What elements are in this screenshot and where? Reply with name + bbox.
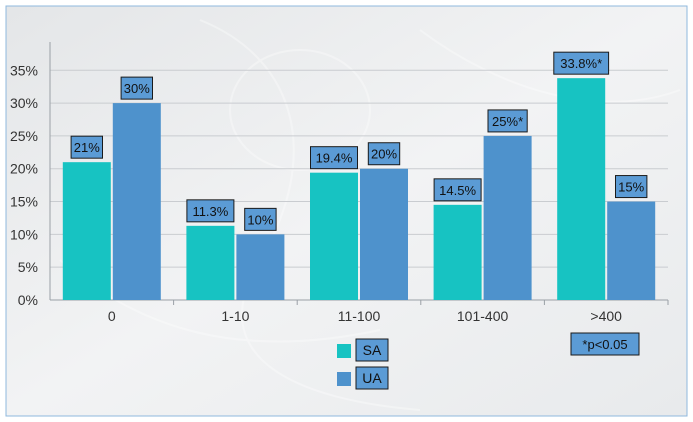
y-tick-label: 20% [10,161,38,177]
x-tick-label: >400 [590,308,622,324]
data-label: 20% [367,142,401,166]
bars [62,78,656,301]
legend-label: SA [363,342,382,358]
data-label-box [487,109,528,133]
data-label-text: 11.3% [192,204,228,219]
data-label-text: 19.4% [316,151,353,166]
bar-ua [360,168,408,300]
x-tick-labels: 0 1-10 11-100 101-400 >400 [108,308,622,324]
bar-sa [557,78,606,301]
legend-label-box [355,338,389,362]
legend-label: UA [362,370,382,386]
data-label-text: 14.5% [439,183,476,198]
x-tick-label: 11-100 [338,308,381,324]
legend: SA UA [337,338,389,390]
data-label-box [433,178,482,202]
y-tick-label: 5% [18,259,38,275]
y-tick-labels: 0% 5% 10% 15% 20% 25% 30% 35% [10,62,38,308]
y-tick-label: 35% [10,62,38,78]
data-label-text: 20% [371,147,397,162]
data-label-text: 10% [247,212,273,227]
data-label: 21% [70,135,103,159]
y-tick-label: 10% [10,226,38,242]
legend-entry: SA [337,338,389,362]
data-label-text: 21% [74,140,100,155]
bar-ua [483,135,532,300]
data-label-text: 15% [618,180,644,195]
data-label-box [120,76,153,100]
data-label-box [367,142,401,166]
data-label-box [186,199,235,223]
legend-swatch [337,344,351,358]
data-label: 10% [244,207,277,231]
x-tick-label: 0 [108,308,116,324]
bar-sa [310,172,358,300]
bar-sa [62,162,111,300]
data-label-box [244,207,277,231]
data-label: 15% [615,175,648,199]
x-tick-label: 101-400 [457,308,509,324]
significance-note-box [570,332,640,356]
data-label-text: 25%* [492,114,523,129]
y-tick-label: 30% [10,95,38,111]
data-label-box [615,175,648,199]
data-label-box [70,135,103,159]
bar-ua [607,201,656,300]
data-label: 30% [120,76,153,100]
data-label-text: 33.8%* [560,56,602,71]
data-label: 25%* [487,109,528,133]
y-tick-label: 0% [18,292,38,308]
x-tick-label: 1-10 [221,308,249,324]
bar-ua [112,103,161,300]
legend-entry: UA [337,366,389,390]
chart-frame [5,5,688,417]
significance-note: *p<0.05 [570,332,640,356]
data-label: 11.3% [186,199,235,223]
bar-sa [186,225,235,300]
data-labels: 21% 30% 11.3% 10% 19.4% 20% 14.5% 25%* 33.8%* 15% [70,51,648,231]
y-tick-label: 25% [10,128,38,144]
significance-note-text: *p<0.05 [582,337,627,352]
data-label: 19.4% [310,146,358,170]
bar-sa [433,204,482,300]
annotation: *p<0.05 [570,332,640,356]
data-label-box [310,146,358,170]
bar-ua [236,234,285,300]
data-label: 33.8%* [553,51,610,75]
legend-swatch [337,372,351,386]
data-label-text: 30% [124,81,150,96]
data-label-box [553,51,610,75]
legend-label-box [355,366,389,390]
y-tick-label: 15% [10,194,38,210]
data-label: 14.5% [433,178,482,202]
